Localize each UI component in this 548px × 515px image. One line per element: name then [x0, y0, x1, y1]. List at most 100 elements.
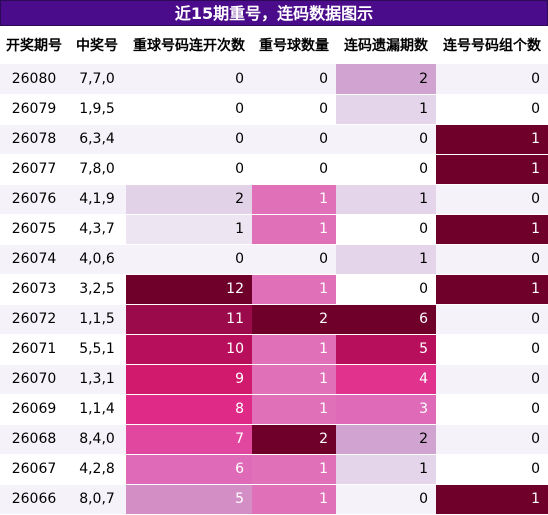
cell-repeat-count: 0	[252, 244, 336, 275]
cell-consec-groups: 1	[436, 484, 548, 515]
table-row: 26079 1,9,5 0 0 1 0	[0, 94, 548, 125]
cell-repeat-count: 1	[252, 484, 336, 515]
cell-numbers: 8,0,7	[68, 484, 126, 515]
cell-consec-miss: 1	[336, 244, 436, 275]
cell-consec-groups: 1	[436, 154, 548, 185]
cell-repeat-count: 1	[252, 274, 336, 305]
cell-repeat-count: 0	[252, 124, 336, 155]
header-numbers: 中奖号	[68, 26, 126, 64]
cell-repeat-count: 0	[252, 64, 336, 95]
table-row: 26071 5,5,1 10 1 5 0	[0, 334, 548, 365]
table-row: 26078 6,3,4 0 0 0 1	[0, 124, 548, 155]
cell-consec-miss: 2	[336, 64, 436, 95]
cell-repeat-streak: 7	[126, 424, 252, 455]
cell-repeat-streak: 2	[126, 184, 252, 215]
cell-numbers: 4,0,6	[68, 244, 126, 275]
cell-consec-groups: 0	[436, 64, 548, 95]
cell-period: 26079	[0, 94, 68, 125]
cell-consec-groups: 0	[436, 454, 548, 485]
cell-numbers: 7,7,0	[68, 64, 126, 95]
table-body: 26080 7,7,0 0 0 2 0 26079 1,9,5 0 0 1 0 26078 6,3,4 0 0…	[0, 64, 548, 515]
cell-period: 26075	[0, 214, 68, 245]
cell-repeat-streak: 12	[126, 274, 252, 305]
header-repeat-count: 重号球数量	[252, 26, 336, 64]
cell-period: 26070	[0, 364, 68, 395]
cell-repeat-count: 1	[252, 364, 336, 395]
header-period: 开奖期号	[0, 26, 68, 64]
cell-period: 26074	[0, 244, 68, 275]
cell-consec-miss: 0	[336, 154, 436, 185]
cell-period: 26069	[0, 394, 68, 425]
cell-numbers: 4,1,9	[68, 184, 126, 215]
table-row: 26072 1,1,5 11 2 6 0	[0, 304, 548, 335]
table-row: 26068 8,4,0 7 2 2 0	[0, 424, 548, 455]
cell-consec-miss: 0	[336, 274, 436, 305]
cell-repeat-count: 0	[252, 94, 336, 125]
cell-period: 26067	[0, 454, 68, 485]
cell-consec-miss: 3	[336, 394, 436, 425]
cell-repeat-count: 1	[252, 454, 336, 485]
cell-consec-miss: 1	[336, 184, 436, 215]
table-row: 26075 4,3,7 1 1 0 1	[0, 214, 548, 245]
cell-repeat-streak: 5	[126, 484, 252, 515]
cell-period: 26080	[0, 64, 68, 95]
cell-period: 26068	[0, 424, 68, 455]
cell-consec-groups: 0	[436, 334, 548, 365]
cell-numbers: 6,3,4	[68, 124, 126, 155]
table-row: 26066 8,0,7 5 1 0 1	[0, 484, 548, 515]
lottery-data-table: 开奖期号 中奖号 重球号码连开次数 重号球数量 连码遗漏期数 连号号码组个数 2…	[0, 26, 548, 515]
cell-consec-groups: 1	[436, 124, 548, 155]
cell-repeat-streak: 6	[126, 454, 252, 485]
cell-repeat-streak: 9	[126, 364, 252, 395]
table-row: 26080 7,7,0 0 0 2 0	[0, 64, 548, 95]
cell-repeat-streak: 0	[126, 94, 252, 125]
cell-consec-miss: 1	[336, 94, 436, 125]
cell-repeat-streak: 0	[126, 154, 252, 185]
table-row: 26076 4,1,9 2 1 1 0	[0, 184, 548, 215]
cell-numbers: 4,2,8	[68, 454, 126, 485]
cell-period: 26076	[0, 184, 68, 215]
cell-consec-groups: 0	[436, 244, 548, 275]
cell-repeat-count: 1	[252, 184, 336, 215]
table-title: 近15期重号，连码数据图示	[0, 0, 548, 26]
cell-consec-miss: 2	[336, 424, 436, 455]
cell-repeat-streak: 0	[126, 124, 252, 155]
header-row: 开奖期号 中奖号 重球号码连开次数 重号球数量 连码遗漏期数 连号号码组个数	[0, 26, 548, 64]
cell-numbers: 3,2,5	[68, 274, 126, 305]
cell-consec-miss: 1	[336, 454, 436, 485]
cell-period: 26078	[0, 124, 68, 155]
cell-repeat-streak: 1	[126, 214, 252, 245]
cell-numbers: 4,3,7	[68, 214, 126, 245]
cell-numbers: 1,3,1	[68, 364, 126, 395]
cell-consec-miss: 6	[336, 304, 436, 335]
table-row: 26074 4,0,6 0 0 1 0	[0, 244, 548, 275]
cell-period: 26071	[0, 334, 68, 365]
cell-repeat-streak: 0	[126, 64, 252, 95]
cell-repeat-count: 1	[252, 214, 336, 245]
cell-repeat-count: 2	[252, 424, 336, 455]
header-consec-miss: 连码遗漏期数	[336, 26, 436, 64]
cell-numbers: 1,1,5	[68, 304, 126, 335]
cell-consec-groups: 0	[436, 304, 548, 335]
cell-consec-groups: 1	[436, 274, 548, 305]
cell-period: 26072	[0, 304, 68, 335]
cell-numbers: 5,5,1	[68, 334, 126, 365]
table-row: 26073 3,2,5 12 1 0 1	[0, 274, 548, 305]
cell-repeat-streak: 8	[126, 394, 252, 425]
header-repeat-streak: 重球号码连开次数	[126, 26, 252, 64]
cell-consec-groups: 0	[436, 94, 548, 125]
header-consec-groups: 连号号码组个数	[436, 26, 548, 64]
cell-repeat-streak: 11	[126, 304, 252, 335]
table-row: 26077 7,8,0 0 0 0 1	[0, 154, 548, 185]
cell-repeat-count: 2	[252, 304, 336, 335]
cell-consec-groups: 0	[436, 424, 548, 455]
cell-period: 26073	[0, 274, 68, 305]
cell-repeat-count: 0	[252, 154, 336, 185]
cell-consec-groups: 0	[436, 364, 548, 395]
cell-repeat-count: 1	[252, 394, 336, 425]
cell-consec-groups: 0	[436, 184, 548, 215]
cell-period: 26066	[0, 484, 68, 515]
table-row: 26069 1,1,4 8 1 3 0	[0, 394, 548, 425]
cell-consec-miss: 0	[336, 124, 436, 155]
